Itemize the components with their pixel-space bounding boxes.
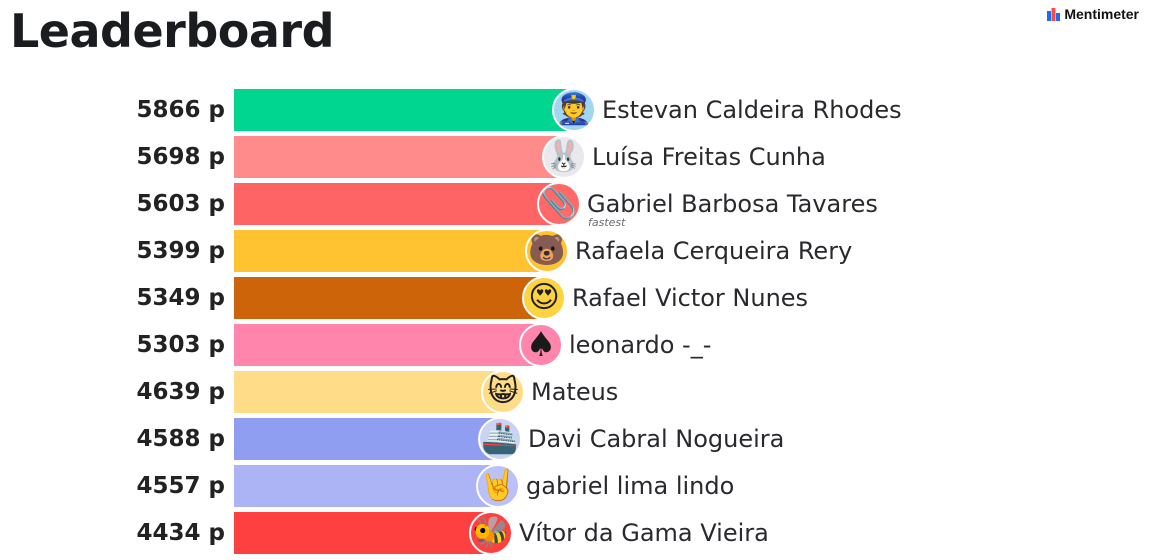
points-suffix: p [200,520,225,546]
player-name: Vítor da Gama Vieira [519,519,769,547]
points-suffix: p [200,426,225,452]
player-name: Rafael Victor Nunes [572,284,809,312]
leaderboard-row: 5603 p 📎 Gabriel Barbosa Tavares fastest [0,182,1157,229]
page-title: Leaderboard [10,4,335,58]
leaderboard-row: 4557 p 🤘 gabriel lima lindo [0,464,1157,508]
player-points: 4588 p [136,426,226,452]
player-name: Rafaela Cerqueira Rery [575,237,853,265]
player-points: 4434 p [136,520,226,546]
player-points: 5866 p [136,97,226,123]
player-points: 5349 p [136,285,226,311]
player-points: 5399 p [136,238,226,264]
ship-icon: 🚢 [478,417,522,461]
player-name: gabriel lima lindo [526,472,735,500]
points-suffix: p [200,379,225,405]
points-suffix: p [200,332,225,358]
rabbit-icon: 🐰 [542,135,586,179]
points-suffix: p [200,285,225,311]
player-name: Estevan Caldeira Rhodes [602,96,902,124]
score-bar [234,371,503,413]
score-bar [234,465,498,507]
leaderboard-row: 4434 p 🐝 Vítor da Gama Vieira [0,511,1157,555]
score-bar [234,324,541,366]
leaderboard-row: 5866 p 👮 Estevan Caldeira Rhodes [0,88,1157,132]
spade-icon: ♠ [519,323,563,367]
fastest-badge: fastest [588,216,626,229]
score-bar [234,512,491,554]
score-bar [234,136,564,178]
player-points: 5603 p [136,191,226,217]
police-officer-icon: 👮 [552,88,596,132]
player-points: 5698 p [136,144,226,170]
player-points: 4557 p [136,473,226,499]
mentimeter-logo-icon [1047,7,1061,21]
leaderboard-row: 5349 p 😍 Rafael Victor Nunes [0,276,1157,320]
player-points: 4639 p [136,379,226,405]
bear-icon: 🐻 [525,229,569,273]
bee-icon: 🐝 [469,511,513,555]
grinning-cat-icon: 😸 [481,370,525,414]
player-name: Luísa Freitas Cunha [592,143,826,171]
brand-name: Mentimeter [1064,6,1139,22]
brand: Mentimeter [1047,6,1139,22]
points-suffix: p [200,238,225,264]
player-name: Mateus [531,378,619,406]
leaderboard-row: 5303 p ♠ leonardo -_- [0,323,1157,367]
score-bar [234,89,574,131]
leaderboard-row: 4588 p 🚢 Davi Cabral Nogueira [0,417,1157,461]
leaderboard-row: 5698 p 🐰 Luísa Freitas Cunha [0,135,1157,179]
points-suffix: p [200,144,225,170]
heart-eyes-icon: 😍 [522,276,566,320]
score-bar [234,183,559,225]
player-name: leonardo -_- [569,331,712,359]
points-suffix: p [200,191,225,217]
score-bar [234,230,547,272]
score-bar [234,277,544,319]
leaderboard-row: 4639 p 😸 Mateus [0,370,1157,414]
player-points: 5303 p [136,332,226,358]
player-name: Gabriel Barbosa Tavares [587,190,878,218]
leaderboard-row: 5399 p 🐻 Rafaela Cerqueira Rery [0,229,1157,273]
points-suffix: p [200,473,225,499]
score-bar [234,418,500,460]
points-suffix: p [200,97,225,123]
paperclip-icon: 📎 [537,182,581,226]
player-name: Davi Cabral Nogueira [528,425,785,453]
rock-on-hand-icon: 🤘 [476,464,520,508]
